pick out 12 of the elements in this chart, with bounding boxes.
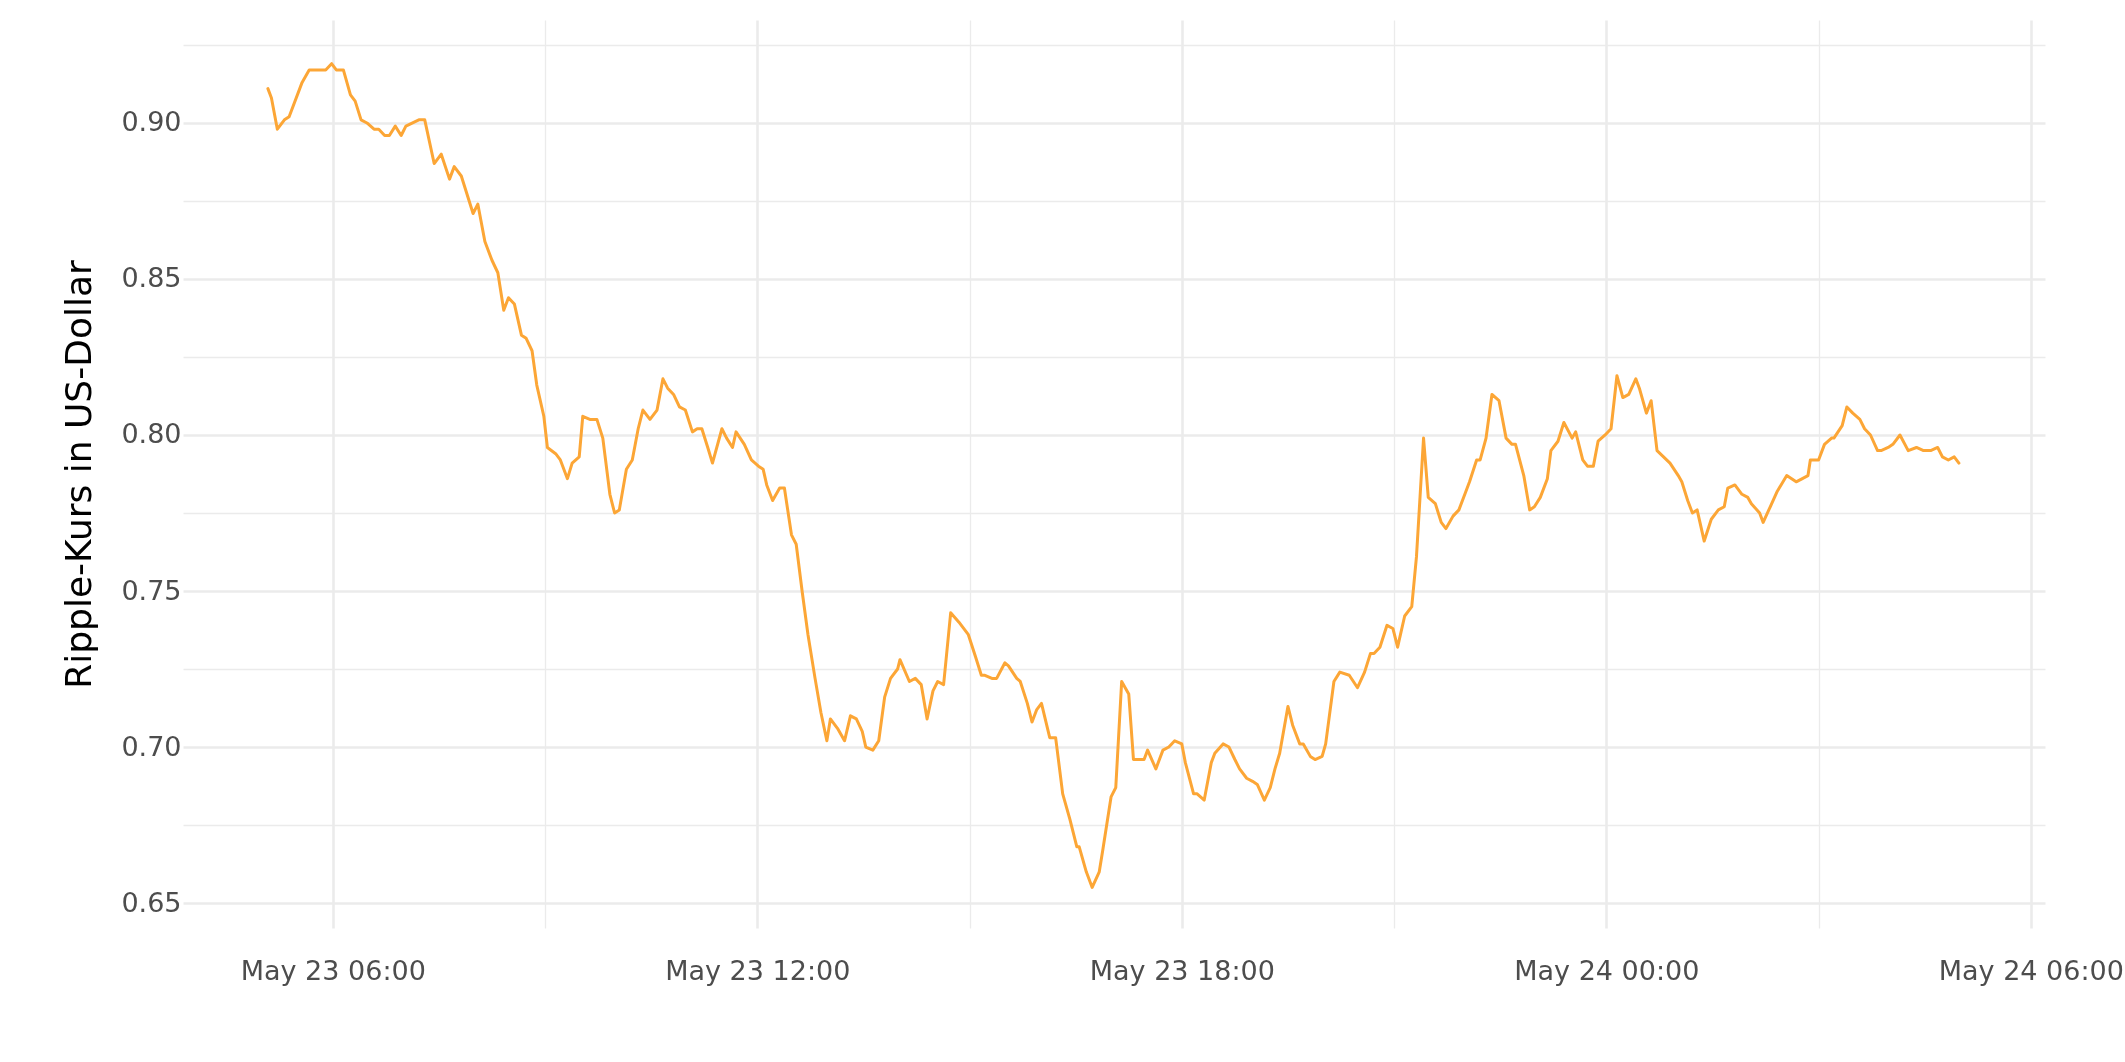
y-tick-label: 0.70 <box>121 730 182 762</box>
x-tick-label: May 23 06:00 <box>240 954 426 986</box>
x-tick-label: May 24 06:00 <box>1938 954 2124 986</box>
y-tick-label: 0.85 <box>121 262 182 294</box>
x-tick-label: May 24 00:00 <box>1514 954 1700 986</box>
x-tick-label: May 23 18:00 <box>1089 954 1275 986</box>
y-tick-label: 0.75 <box>121 574 182 606</box>
y-tick-label: 0.90 <box>121 106 182 138</box>
x-tick-label: May 23 12:00 <box>665 954 851 986</box>
y-tick-label: 0.80 <box>121 418 182 450</box>
y-axis-title: Ripple-Kurs in US-Dollar <box>58 260 100 689</box>
y-tick-label: 0.65 <box>121 886 182 918</box>
